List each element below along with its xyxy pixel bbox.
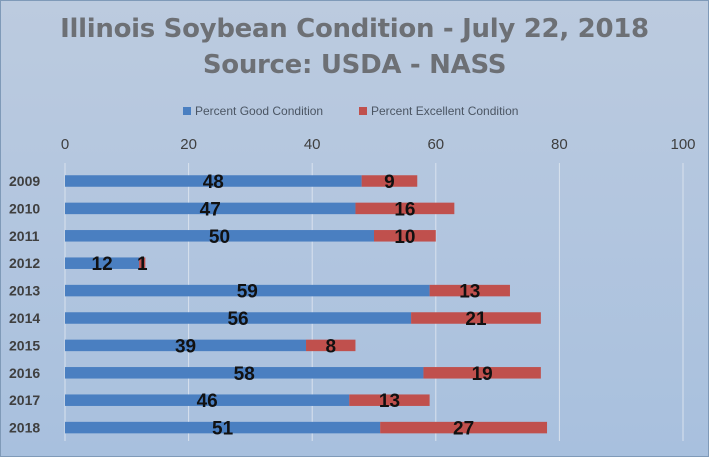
y-tick-label-2010: 2010 bbox=[9, 200, 40, 216]
x-tick-label-40: 40 bbox=[304, 136, 321, 153]
y-tick-label-2016: 2016 bbox=[9, 365, 40, 381]
data-label-good-2009: 48 bbox=[203, 172, 224, 193]
legend-item-good: Percent Good Condition bbox=[183, 104, 323, 118]
bar-good-2013 bbox=[65, 284, 430, 297]
y-tick-label-2012: 2012 bbox=[9, 255, 40, 271]
data-label-excellent-2015: 8 bbox=[325, 336, 336, 357]
data-label-good-2017: 46 bbox=[197, 391, 218, 412]
bar-excellent-2018 bbox=[380, 421, 548, 434]
bar-excellent-2013 bbox=[429, 284, 510, 297]
bar-good-2015 bbox=[65, 339, 307, 352]
bar-good-2016 bbox=[65, 367, 424, 379]
y-tick-label-2009: 2009 bbox=[9, 173, 40, 189]
y-tick-label-2014: 2014 bbox=[9, 310, 40, 326]
data-label-good-2016: 58 bbox=[234, 364, 255, 385]
bar-excellent-2010 bbox=[355, 202, 455, 215]
y-tick-label-2018: 2018 bbox=[9, 420, 40, 436]
x-tick-label-100: 100 bbox=[670, 136, 695, 153]
y-tick-label-2013: 2013 bbox=[9, 283, 40, 299]
bar-excellent-2015 bbox=[306, 339, 356, 352]
bar-excellent-2012 bbox=[139, 257, 146, 269]
legend: Percent Good Condition Percent Excellent… bbox=[1, 104, 708, 120]
chart-title: Illinois Soybean Condition - July 22, 20… bbox=[60, 14, 649, 44]
data-label-good-2014: 56 bbox=[227, 309, 248, 330]
data-label-excellent-2013: 13 bbox=[459, 282, 480, 303]
legend-swatch-good bbox=[183, 107, 191, 115]
data-label-excellent-2017: 13 bbox=[379, 391, 400, 412]
data-label-excellent-2012: 1 bbox=[137, 254, 148, 275]
bar-excellent-2016 bbox=[423, 367, 541, 379]
legend-swatch-excellent bbox=[359, 107, 367, 115]
bar-good-2009 bbox=[65, 175, 362, 187]
bar-good-2012 bbox=[65, 257, 140, 269]
bar-good-2011 bbox=[65, 230, 374, 242]
bar-good-2010 bbox=[65, 202, 356, 215]
data-label-excellent-2009: 9 bbox=[384, 172, 395, 193]
legend-label-excellent: Percent Excellent Condition bbox=[371, 104, 519, 118]
y-tick-label-2011: 2011 bbox=[9, 228, 40, 244]
x-tick-label-60: 60 bbox=[427, 136, 444, 153]
data-label-excellent-2010: 16 bbox=[394, 199, 415, 220]
chart-subtitle: Source: USDA - NASS bbox=[202, 50, 507, 80]
data-label-good-2018: 51 bbox=[212, 419, 234, 440]
x-tick-label-0: 0 bbox=[61, 136, 69, 153]
y-tick-label-2015: 2015 bbox=[9, 337, 40, 353]
data-label-good-2010: 47 bbox=[200, 199, 221, 220]
data-label-good-2011: 50 bbox=[209, 227, 230, 248]
data-label-good-2012: 12 bbox=[92, 254, 113, 275]
data-label-excellent-2018: 27 bbox=[453, 419, 474, 440]
data-label-excellent-2014: 21 bbox=[465, 309, 487, 330]
bar-excellent-2014 bbox=[411, 312, 541, 324]
x-tick-label-20: 20 bbox=[180, 136, 197, 153]
data-label-good-2015: 39 bbox=[175, 336, 196, 357]
bar-good-2014 bbox=[65, 312, 412, 324]
bar-good-2018 bbox=[65, 421, 381, 434]
data-label-excellent-2016: 19 bbox=[472, 364, 493, 385]
legend-item-excellent: Percent Excellent Condition bbox=[359, 104, 518, 118]
data-label-good-2013: 59 bbox=[237, 282, 258, 303]
legend-label-good: Percent Good Condition bbox=[195, 104, 324, 118]
bar-good-2017 bbox=[65, 394, 350, 406]
data-label-excellent-2011: 10 bbox=[394, 227, 415, 248]
bar-excellent-2017 bbox=[349, 394, 430, 406]
y-tick-label-2017: 2017 bbox=[9, 392, 40, 408]
bar-excellent-2009 bbox=[361, 175, 418, 187]
bar-excellent-2011 bbox=[374, 230, 436, 242]
x-tick-label-80: 80 bbox=[551, 136, 568, 153]
